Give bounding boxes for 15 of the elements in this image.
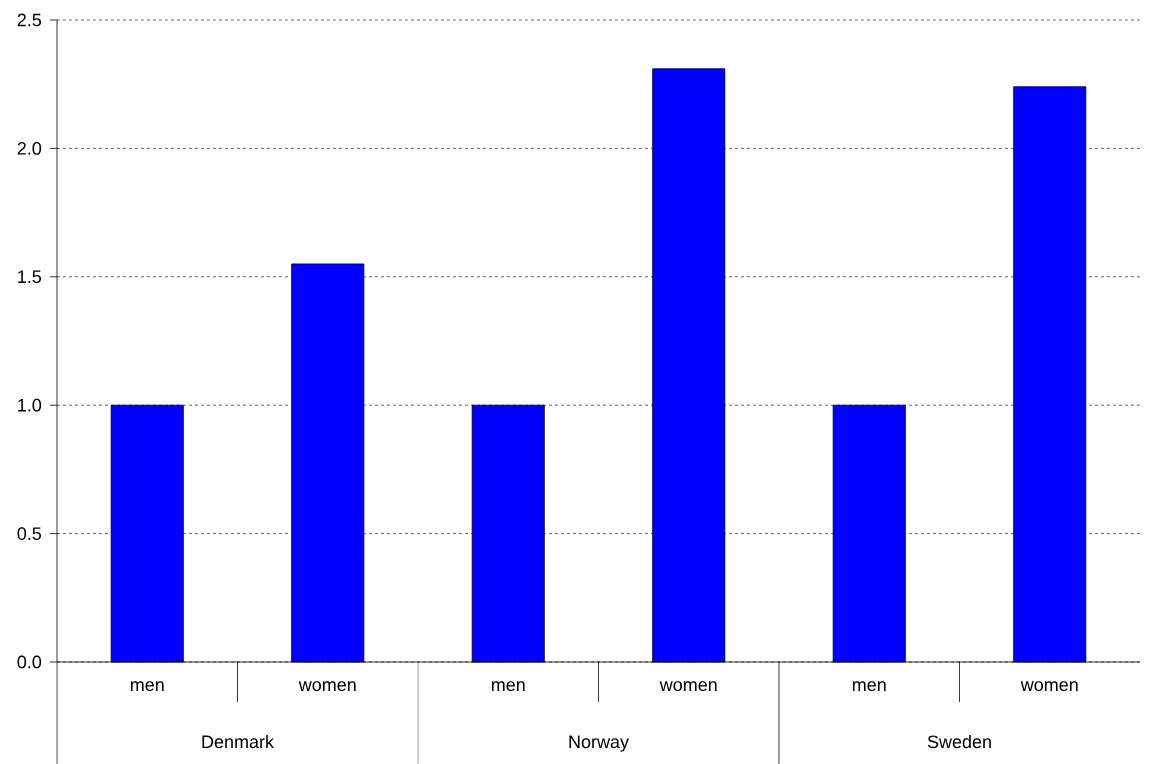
y-tick-label: 0.0	[17, 655, 42, 669]
y-tick-label: 2.5	[17, 13, 42, 27]
x-tick-label: men	[491, 681, 525, 691]
x-tick-label: women	[1020, 681, 1078, 691]
y-tick-label: 1.0	[18, 398, 42, 412]
y-tick-label: 2.0	[17, 141, 42, 155]
y-tick-label: 1.5	[18, 270, 42, 283]
text: Norway	[569, 735, 629, 752]
y-tick-label: 0.5	[17, 527, 42, 540]
x-tick-label: women	[298, 681, 356, 691]
x-tick-label: women	[659, 681, 717, 691]
text: Denmark	[202, 734, 275, 748]
x-tick-label: men	[852, 681, 886, 691]
x-tick-label: men	[130, 681, 164, 691]
text: Sweden	[927, 734, 991, 748]
